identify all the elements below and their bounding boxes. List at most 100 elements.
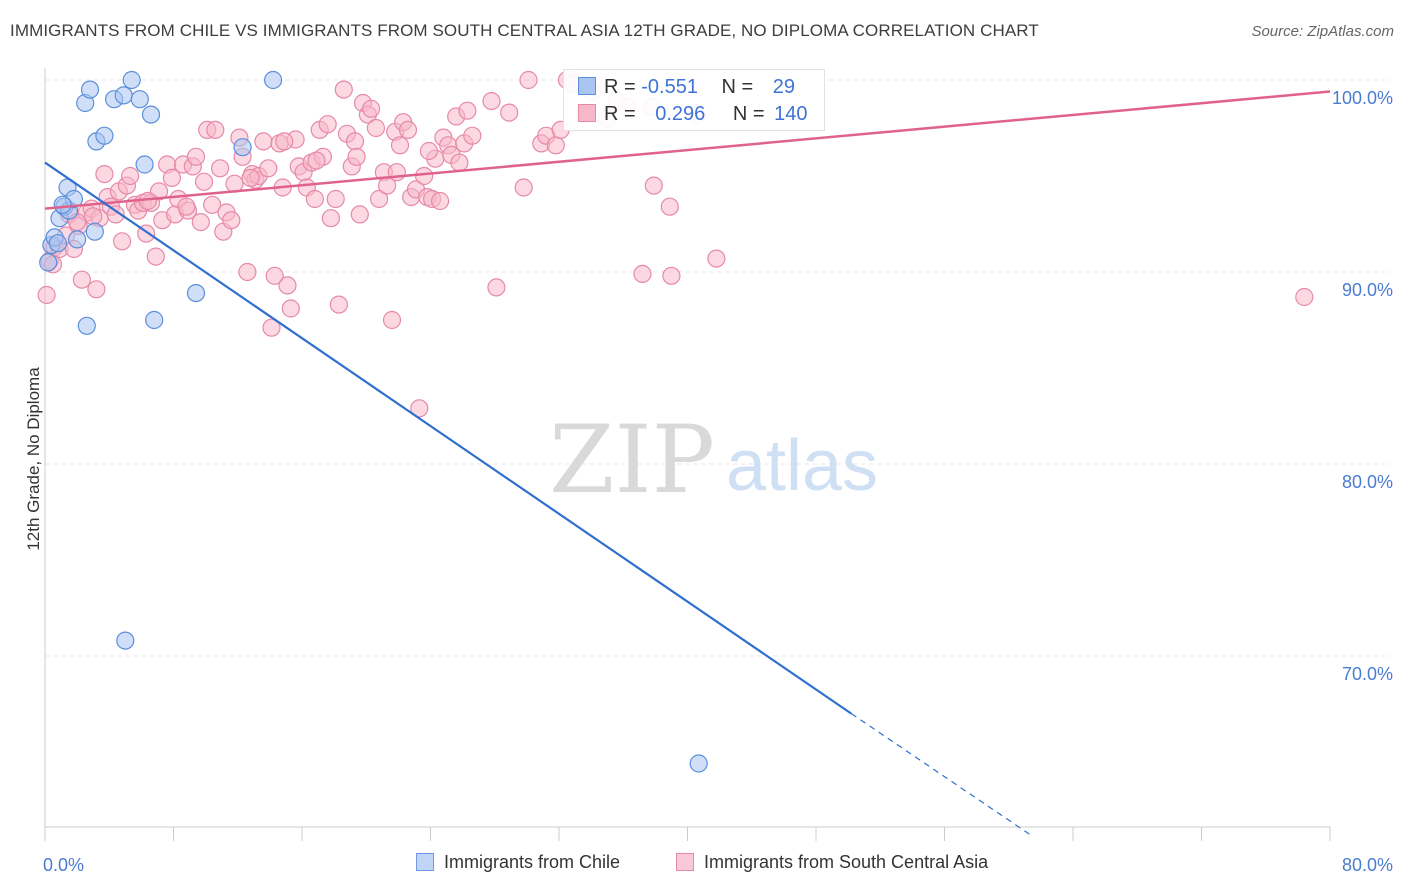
- asia-point: [500, 103, 519, 122]
- series-chile: [39, 70, 708, 773]
- chile-point: [122, 70, 141, 90]
- asia-point: [519, 70, 538, 90]
- asia-point: [644, 176, 663, 195]
- asia-point: [366, 118, 385, 138]
- x-tick-label-max: 80.0%: [1342, 855, 1393, 875]
- asia-point: [95, 165, 114, 184]
- stats-row-chile: R = -0.551 N = 29: [578, 76, 795, 98]
- y-axis-title: 12th Grade, No Diploma: [24, 367, 43, 551]
- asia-point: [262, 318, 281, 337]
- asia-point: [482, 91, 501, 111]
- asia-point: [191, 213, 210, 232]
- asia-point: [362, 99, 381, 118]
- chile-point: [95, 126, 114, 145]
- asia-point: [177, 197, 196, 216]
- chile-point: [135, 155, 154, 174]
- asia-point: [84, 207, 103, 226]
- tick-labels: 100.0% 90.0% 80.0% 70.0% 0.0% 80.0%: [43, 88, 1393, 875]
- asia-point: [398, 120, 418, 139]
- asia-point: [458, 101, 477, 120]
- asia-point: [450, 153, 469, 172]
- asia-n-label: N =: [732, 103, 765, 125]
- chile-point: [77, 316, 96, 335]
- asia-point: [707, 249, 726, 268]
- asia-point: [87, 280, 106, 299]
- chile-point: [85, 222, 104, 241]
- asia-point: [278, 276, 297, 295]
- asia-swatch: [578, 104, 596, 122]
- asia-point: [334, 80, 353, 99]
- series-legend: Immigrants from Chile Immigrants from So…: [0, 852, 1406, 876]
- asia-point: [112, 232, 132, 251]
- asia-point: [203, 195, 222, 214]
- chile-point: [116, 631, 135, 650]
- asia-point: [318, 115, 337, 134]
- y-tick-label: 100.0%: [1332, 88, 1393, 108]
- asia-r-label: R =: [604, 103, 636, 125]
- chile-point: [67, 230, 87, 249]
- watermark-atlas: atlas: [726, 426, 878, 506]
- asia-point: [307, 151, 326, 170]
- asia-point: [1295, 287, 1314, 307]
- asia-point: [37, 285, 56, 305]
- asia-point: [194, 172, 214, 191]
- chile-point: [114, 86, 133, 105]
- asia-r-value: 0.296: [655, 103, 706, 125]
- chile-point: [186, 284, 206, 303]
- asia-point: [146, 247, 165, 266]
- x-tick-label-min: 0.0%: [43, 855, 84, 875]
- asia-point: [222, 211, 241, 230]
- asia-point: [238, 262, 257, 282]
- chile-r-label: R =: [604, 76, 636, 98]
- trend-line-chile: [44, 161, 852, 715]
- asia-point: [415, 166, 434, 186]
- y-tick-label: 80.0%: [1342, 472, 1393, 492]
- asia-point: [662, 266, 681, 285]
- legend-label-chile: Immigrants from Chile: [444, 852, 621, 872]
- asia-point: [321, 209, 340, 228]
- asia-point: [259, 159, 278, 178]
- asia-point: [370, 189, 389, 209]
- chile-point: [48, 234, 68, 253]
- asia-point: [345, 132, 365, 151]
- legend-swatch-chile: [416, 853, 434, 871]
- legend-item-chile: Immigrants from Chile: [416, 852, 620, 873]
- asia-point: [419, 141, 438, 161]
- asia-point: [206, 120, 225, 139]
- asia-point: [350, 205, 369, 224]
- asia-point: [514, 178, 533, 197]
- chile-n-label: N =: [721, 76, 754, 98]
- legend-label-asia: Immigrants from South Central Asia: [704, 852, 989, 872]
- asia-point: [390, 136, 410, 155]
- chile-point: [264, 70, 283, 90]
- chile-r-value: -0.551: [641, 76, 698, 98]
- chile-point: [53, 195, 72, 214]
- asia-point: [72, 270, 92, 289]
- asia-point: [265, 266, 284, 285]
- asia-point: [382, 310, 402, 330]
- stats-legend: R = -0.551 N = 29 R = 0.296 N = 140: [563, 69, 825, 131]
- asia-point: [329, 295, 348, 314]
- grid-layer: [45, 79, 1390, 657]
- asia-point: [211, 159, 230, 178]
- asia-point: [347, 147, 366, 166]
- asia-point: [121, 166, 140, 186]
- chile-point: [689, 754, 708, 773]
- chile-point: [80, 80, 100, 99]
- chile-point: [141, 105, 161, 124]
- chile-point: [39, 253, 58, 272]
- asia-point: [326, 189, 345, 209]
- asia-n-value: 140: [774, 103, 808, 125]
- trend-line-chile-extrapolated: [851, 713, 1034, 837]
- trend-line-asia: [44, 90, 1331, 210]
- asia-point: [241, 168, 260, 187]
- trend-lines: [44, 90, 1331, 837]
- chile-n-value: 29: [772, 76, 796, 98]
- asia-point: [186, 147, 206, 166]
- asia-point: [463, 126, 482, 145]
- chart-title: IMMIGRANTS FROM CHILE VS IMMIGRANTS FROM…: [10, 21, 1039, 40]
- chile-point: [130, 90, 149, 109]
- asia-point: [660, 197, 679, 216]
- chile-point: [233, 138, 252, 157]
